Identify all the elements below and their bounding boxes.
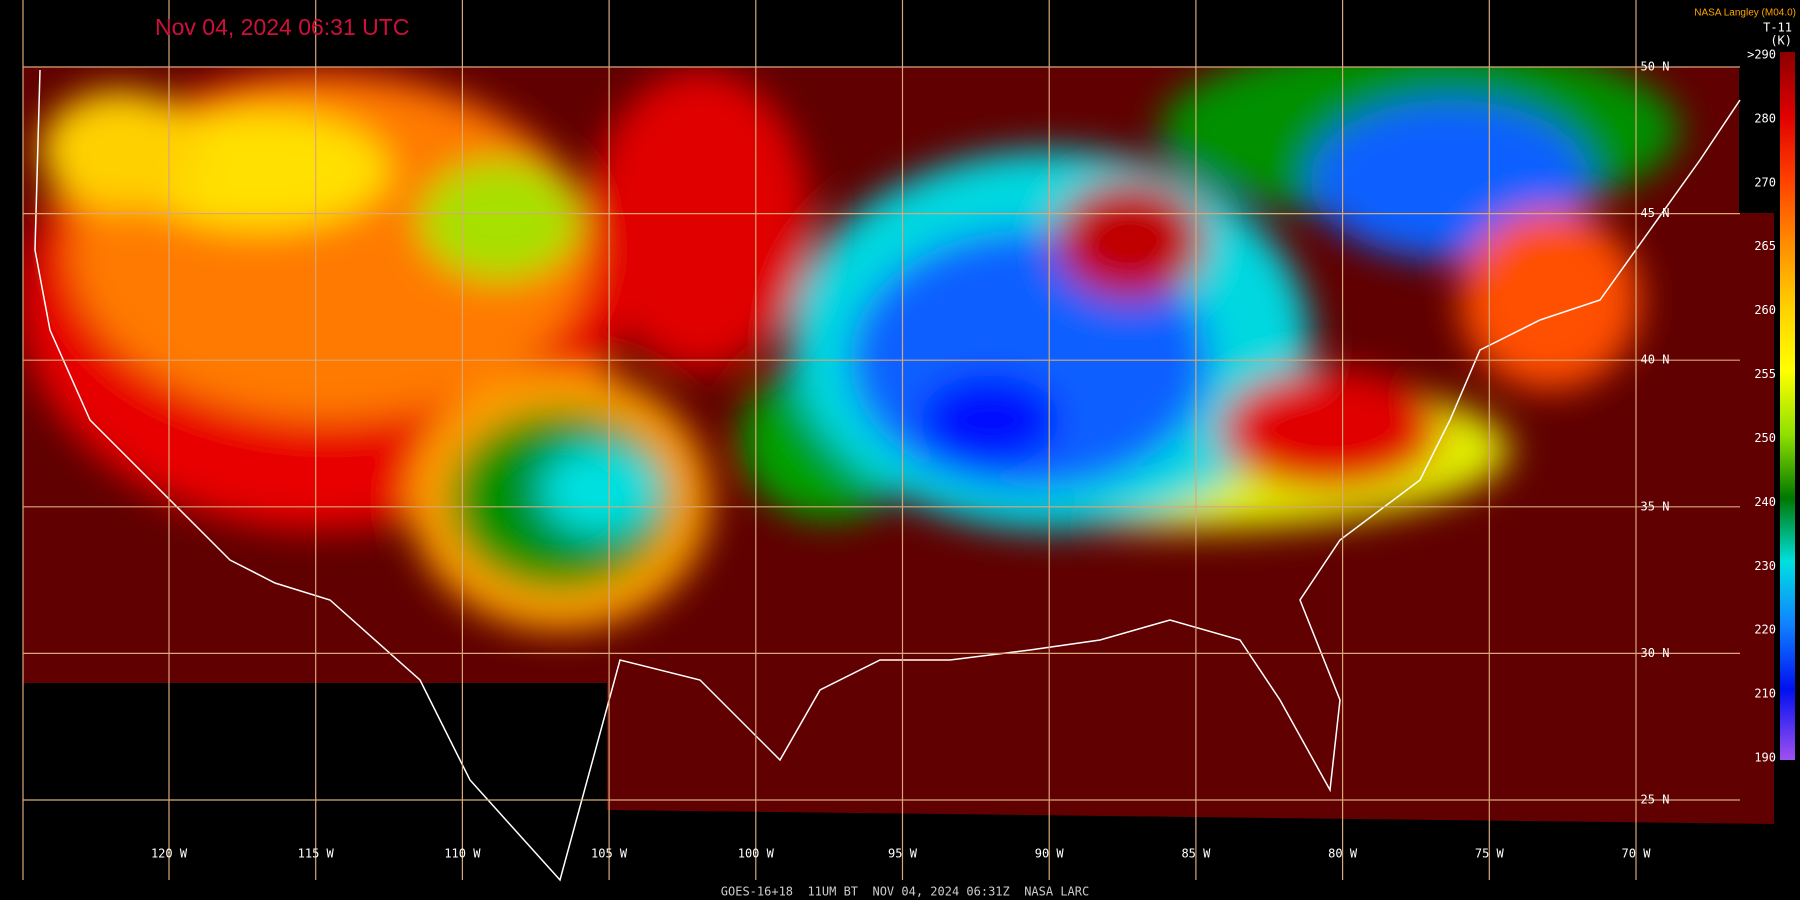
latitude-label: 30 N [1641, 646, 1670, 660]
colorbar [1780, 52, 1795, 760]
source-label: NASA Langley (M04.0) [1694, 8, 1796, 19]
colorbar-label: 280 [1754, 111, 1776, 125]
colorbar-label: 255 [1754, 367, 1776, 381]
footer: GOES-16+18 11UM BT NOV 04, 2024 06:31Z N… [721, 885, 1089, 899]
timestamp: Nov 04, 2024 06:31 UTC [155, 14, 409, 40]
longitude-label: 70 W [1622, 847, 1652, 861]
latitude-label: 50 N [1641, 60, 1670, 74]
longitude-label: 120 W [151, 847, 188, 861]
graticule [22, 0, 1740, 880]
longitude-label: 80 W [1328, 847, 1358, 861]
longitude-label: 100 W [738, 847, 775, 861]
colorbar-label: 260 [1754, 303, 1776, 317]
latitude-label: 35 N [1641, 499, 1670, 513]
colorbar-label: 265 [1754, 239, 1776, 253]
coastline [34, 69, 1741, 882]
longitude-label: 85 W [1181, 847, 1211, 861]
channel-label: T-11 [1763, 21, 1792, 35]
longitude-label: 110 W [444, 847, 481, 861]
colorbar-label: 210 [1754, 687, 1776, 701]
latitude-label: 25 N [1641, 793, 1670, 807]
longitude-label: 115 W [298, 847, 335, 861]
colorbar-label: 220 [1754, 623, 1776, 637]
longitude-label: 90 W [1035, 847, 1065, 861]
unit-label: (K) [1770, 34, 1792, 48]
latitude-label: 40 N [1641, 353, 1670, 367]
colorbar-label: 250 [1754, 431, 1776, 445]
colorbar-label: 270 [1754, 175, 1776, 189]
longitude-label: 75 W [1475, 847, 1505, 861]
colorbar-label: 190 [1754, 751, 1776, 765]
colorbar-label: >290 [1747, 48, 1776, 62]
colorbar-label: 230 [1754, 559, 1776, 573]
latitude-label: 45 N [1641, 206, 1670, 220]
longitude-label: 105 W [591, 847, 628, 861]
colorbar-label: 240 [1754, 495, 1776, 509]
longitude-label: 95 W [888, 847, 918, 861]
